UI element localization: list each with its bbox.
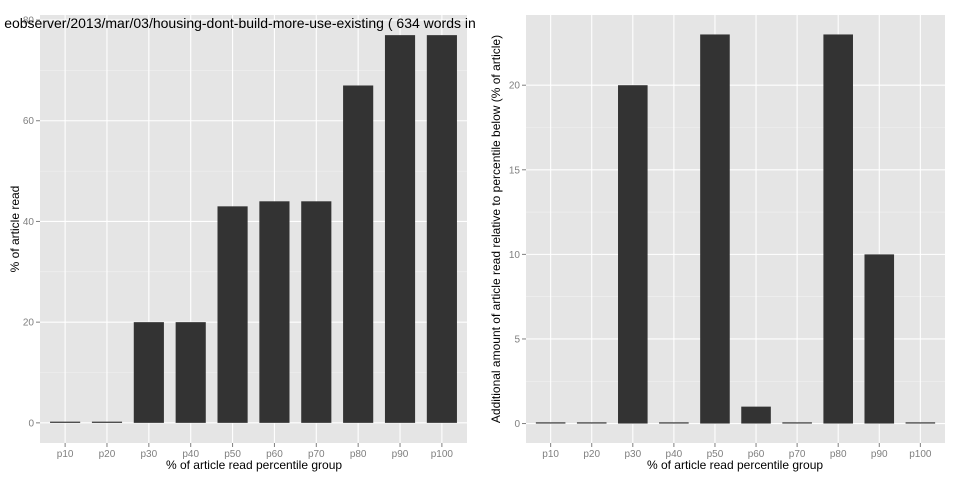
x-tick-label: p80	[350, 449, 367, 460]
x-tick-label: p30	[140, 449, 157, 460]
x-tick-label: p40	[666, 449, 683, 460]
bar-p80	[823, 34, 853, 424]
x-tick-label: p60	[748, 449, 765, 460]
bar-p50	[217, 206, 248, 423]
bar-p100	[905, 422, 936, 424]
x-tick-label: p80	[830, 449, 847, 460]
bar-p10	[50, 421, 81, 423]
x-tick-label: p40	[182, 449, 199, 460]
bar-p80	[343, 85, 374, 423]
x-tick-label: p70	[789, 449, 806, 460]
bar-p90	[384, 35, 416, 423]
bar-p60	[259, 201, 290, 423]
left-chart: 0 20 40 60 80 p10 p20 p30 p40 p50 p60 p70 p80 p90 p100…	[4, 15, 476, 472]
bar-p10	[535, 422, 566, 424]
bar-p50	[700, 34, 730, 424]
bar-p40	[659, 422, 689, 424]
x-tick-label: p10	[57, 449, 74, 460]
y-axis-title: % of article read	[8, 186, 22, 273]
y-tick-label: 20	[23, 318, 35, 329]
bar-p70	[301, 201, 332, 423]
bar-p90	[864, 254, 895, 424]
right-chart: 0 5 10 15 20 p10 p20 p30 p40 p50 p60 p70 p80 p90 p100%…	[489, 15, 945, 472]
bar-p30	[133, 322, 164, 423]
x-tick-label: p60	[266, 449, 283, 460]
y-tick-label: 80	[23, 16, 35, 27]
bar-p60	[741, 406, 771, 424]
y-tick-label: 0	[28, 418, 34, 429]
bar-p20	[576, 422, 607, 424]
x-tick-label: p90	[871, 449, 888, 460]
chart-title: eobserver/2013/mar/03/housing-dont-build…	[4, 15, 476, 31]
x-tick-label: p90	[392, 449, 409, 460]
x-axis-title: % of article read percentile group	[647, 458, 823, 472]
x-tick-label: p50	[707, 449, 724, 460]
x-tick-label: p10	[542, 449, 559, 460]
x-axis-title: % of article read percentile group	[166, 458, 342, 472]
y-tick-label: 40	[23, 217, 35, 228]
x-tick-label: p100	[909, 449, 932, 460]
y-tick-label: 0	[514, 419, 520, 430]
y-tick-label: 15	[509, 165, 521, 176]
bar-p70	[782, 422, 812, 424]
x-tick-label: p100	[431, 449, 454, 460]
x-tick-label: p20	[583, 449, 600, 460]
y-tick-label: 10	[509, 250, 521, 261]
bar-p30	[618, 85, 648, 424]
bar-p20	[91, 421, 123, 423]
y-tick-label: 20	[509, 81, 521, 92]
bar-p40	[175, 322, 206, 423]
y-tick-label: 5	[514, 334, 520, 345]
x-tick-label: p50	[224, 449, 241, 460]
y-tick-label: 60	[23, 116, 35, 127]
x-tick-label: p30	[624, 449, 641, 460]
x-tick-label: p20	[99, 449, 116, 460]
bar-p100	[426, 35, 457, 423]
y-axis-title: Additional amount of article read relati…	[489, 35, 503, 423]
x-tick-label: p70	[308, 449, 325, 460]
